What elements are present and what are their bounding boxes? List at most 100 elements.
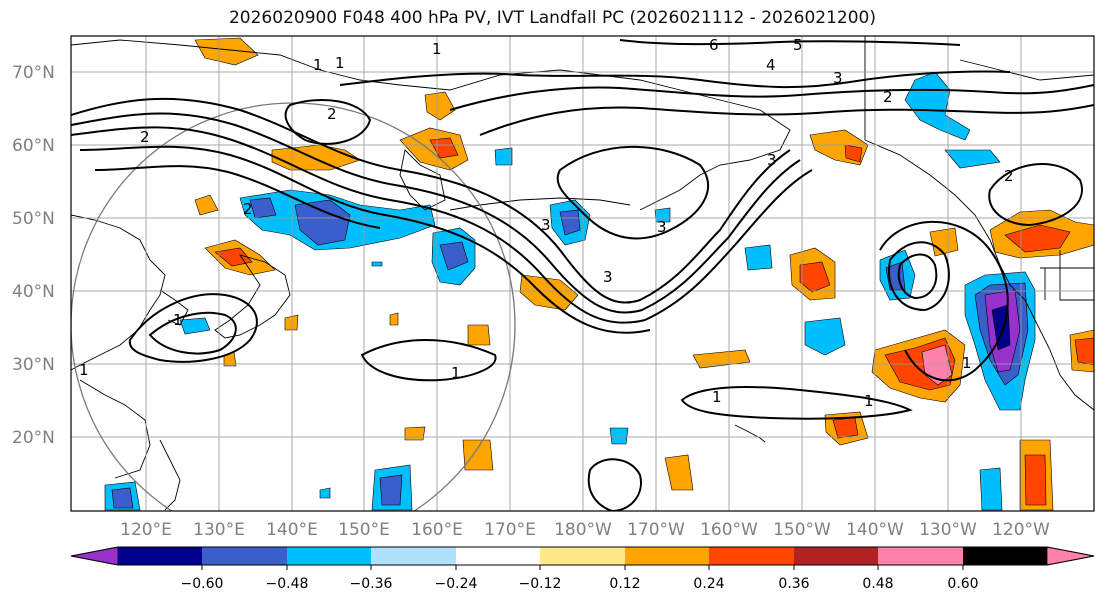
contour-label: 1 (335, 54, 345, 72)
contour-label: 1 (313, 56, 323, 74)
colorbar-segment (963, 547, 1047, 565)
negative-anomaly (439, 241, 469, 271)
positive-anomaly (1074, 337, 1094, 366)
colorbar-segment (456, 547, 540, 565)
colorbar-ticks (201, 565, 964, 570)
positive-anomaly (424, 91, 456, 121)
positive-anomaly (467, 324, 491, 346)
latitude-axis: 70°N 60°N 50°N 40°N 30°N 20°N (12, 63, 55, 448)
contour-label: 1 (432, 40, 442, 58)
map-title: 2026020900 F048 400 hPa PV, IVT Landfall… (228, 8, 876, 28)
contour-label: 2 (883, 88, 893, 106)
pv-contour (71, 126, 813, 324)
contour-label: 1 (864, 392, 874, 410)
pv-contour (897, 253, 938, 300)
contour-label: 4 (766, 56, 776, 74)
lon-label: 150°E (338, 520, 390, 540)
pv-contour (128, 293, 258, 363)
lon-label: 130°E (193, 520, 245, 540)
pv-contour (888, 241, 950, 312)
lon-label: 160°E (411, 520, 463, 540)
colorbar-tick-label: −0.12 (519, 576, 562, 592)
japan-coast (214, 254, 291, 339)
lat-label-60n: 60°N (12, 136, 55, 156)
state-borders (1040, 250, 1094, 301)
negative-anomaly (744, 244, 773, 271)
pv-contour (148, 311, 237, 355)
pv-contour (587, 458, 642, 511)
pv-contour (988, 163, 1083, 227)
colorbar-segment (794, 547, 878, 565)
contour-label: 2 (1004, 167, 1014, 185)
colorbar-tick-label: −0.48 (266, 576, 309, 592)
colorbar-segment (540, 547, 625, 565)
colorbar-tick-label: 0.48 (862, 576, 893, 592)
negative-anomaly (804, 317, 846, 356)
pv-contour (619, 39, 961, 46)
pv-contour (879, 220, 1009, 382)
positive-anomaly (929, 227, 959, 257)
colorbar-segment (118, 547, 202, 565)
colorbar-tick-label: −0.24 (435, 576, 478, 592)
colorbar-outline (70, 546, 1095, 566)
colorbar-segment (878, 547, 963, 565)
colorbar-segment (709, 547, 794, 565)
colorbar-tick-label: 0.12 (609, 576, 640, 592)
contour-label: 6 (709, 36, 719, 54)
contour-label: 1 (173, 311, 183, 329)
negative-anomaly (559, 209, 581, 236)
lat-label-30n: 30°N (12, 355, 55, 375)
contour-label: 1 (962, 354, 972, 372)
pv-contour (449, 84, 1094, 111)
contour-label: 3 (541, 216, 551, 234)
colorbar-extend-high (1046, 546, 1095, 566)
asia-coast (71, 214, 166, 371)
canada-coast (864, 36, 1094, 140)
contour-labels: 1 1 1 2 2 2 3 3 3 3 4 5 6 3 2 2 1 1 1 1 … (79, 36, 1014, 410)
pv-contour (94, 165, 381, 229)
contour-label: 5 (793, 36, 803, 54)
contour-label: 2 (243, 200, 253, 218)
colorbar-tick-label: −0.36 (350, 576, 393, 592)
pv-contour (360, 339, 497, 382)
lat-label-70n: 70°N (12, 63, 55, 83)
lon-label: 120°E (120, 520, 172, 540)
pv-contour (556, 145, 710, 240)
negative-anomaly (294, 199, 351, 246)
positive-anomaly (404, 426, 426, 441)
positive-anomaly (194, 37, 259, 66)
positive-anomaly (389, 312, 399, 326)
positive-anomaly (799, 261, 831, 293)
colorbar-tick-label: −0.60 (181, 576, 224, 592)
pv-contour (479, 104, 1094, 136)
pv-contours (71, 39, 1094, 511)
positive-anomaly (844, 144, 863, 163)
philippines (159, 439, 181, 511)
negative-anomaly (379, 474, 403, 506)
colorbar-extend-low (70, 546, 119, 566)
lon-label: 140°W (846, 520, 904, 540)
colorbar-segment (202, 547, 287, 565)
negative-anomaly (371, 261, 383, 267)
contour-label: 3 (657, 218, 667, 236)
positive-anomaly (519, 274, 579, 311)
korea-coast (159, 289, 189, 326)
positive-anomaly (1024, 454, 1047, 506)
negative-anomaly (249, 197, 277, 219)
negative-anomaly (494, 147, 513, 166)
lon-label: 170°E (484, 520, 536, 540)
colorbar-segment (371, 547, 456, 565)
alaska-coast (599, 74, 791, 211)
colorbar-segment (287, 547, 371, 565)
contour-label: 2 (327, 105, 337, 123)
positive-anomaly (399, 127, 469, 171)
contour-label: 3 (767, 151, 777, 169)
lon-label: 140°E (266, 520, 318, 540)
china-coast (79, 379, 151, 479)
colorbar-tick-label: 0.36 (778, 576, 809, 592)
pv-contour (79, 145, 651, 334)
lon-label: 160°W (700, 520, 758, 540)
negative-anomaly (609, 427, 629, 445)
lat-label-50n: 50°N (12, 209, 55, 229)
contour-label: 1 (79, 361, 89, 379)
